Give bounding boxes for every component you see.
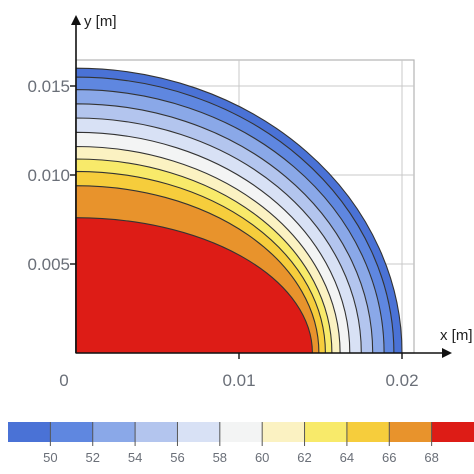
y-tick-label: 0.005 xyxy=(27,255,70,274)
colorbar-segment xyxy=(431,422,474,442)
plot-area xyxy=(75,59,415,354)
colorbar-tick-label: 56 xyxy=(170,450,184,465)
colorbar-segment xyxy=(262,422,306,442)
colorbar-tick-label: 64 xyxy=(340,450,354,465)
x-tick-label: 0.01 xyxy=(222,371,255,390)
x-axis-title: x [m] xyxy=(440,327,473,344)
colorbar-tick-label: 52 xyxy=(85,450,99,465)
colorbar-segment xyxy=(8,422,51,442)
colorbar-tick-label: 68 xyxy=(424,450,438,465)
colorbar-tick-label: 50 xyxy=(43,450,57,465)
x-tick-label: 0.02 xyxy=(385,371,418,390)
contour-band xyxy=(75,217,313,354)
colorbar-tick-label: 58 xyxy=(213,450,227,465)
colorbar-segment xyxy=(389,422,433,442)
colorbar-tick-label: 62 xyxy=(297,450,311,465)
y-axis-arrow xyxy=(71,15,81,25)
y-tick-label: 0.010 xyxy=(27,166,70,185)
y-tick-label: 0.015 xyxy=(27,77,70,96)
colorbar-segment xyxy=(50,422,94,442)
colorbar-tick-label: 60 xyxy=(255,450,269,465)
colorbar-segment xyxy=(177,422,221,442)
colorbar-tick-label: 66 xyxy=(382,450,396,465)
x-axis-arrow xyxy=(442,348,452,358)
colorbar-segment xyxy=(92,422,136,442)
colorbar-segment xyxy=(346,422,390,442)
colorbar-segment xyxy=(219,422,263,442)
colorbar-segment xyxy=(135,422,178,442)
colorbar-tick-label: 54 xyxy=(128,450,142,465)
axes: 0.005 0.010 0.015 0 0.01 0.02 xyxy=(27,15,452,390)
colorbar: 50 52 54 56 58 60 62 64 66 68 xyxy=(8,422,474,465)
y-axis-title: y [m] xyxy=(84,13,117,30)
x-tick-label: 0 xyxy=(59,371,68,390)
colorbar-segment xyxy=(304,422,348,442)
